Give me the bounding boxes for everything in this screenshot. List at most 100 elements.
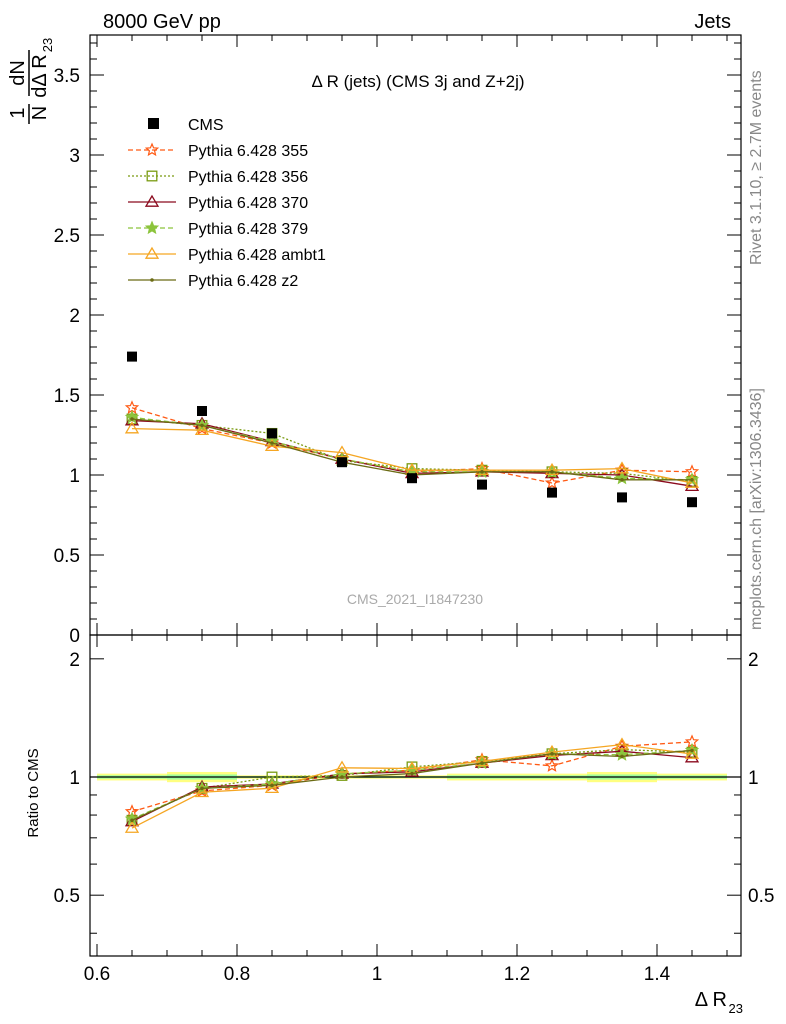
series-point-5	[550, 470, 554, 474]
ratio-line-5	[131, 749, 693, 821]
legend-label-4: Pythia 6.428 ambt1	[188, 247, 326, 264]
legend-marker-5	[150, 278, 154, 282]
series-point-4	[334, 445, 350, 458]
series-point-4	[264, 438, 280, 452]
data-point	[127, 351, 137, 362]
xlabel-sub: 23	[729, 1001, 743, 1016]
ylabel-dN: dN	[7, 60, 29, 86]
x-tick-label: 1.4	[644, 964, 671, 985]
series-point-5	[200, 423, 204, 428]
y-tick-label: 0.5	[54, 546, 80, 567]
legend-marker-4	[144, 246, 160, 259]
ratio-point-4	[684, 746, 700, 759]
ratio-y-tick-label: 0.5	[54, 886, 80, 907]
y-tick-label: 1.5	[54, 386, 80, 407]
legend-label-0: Pythia 6.428 355	[188, 143, 308, 160]
header-right: Jets	[694, 11, 731, 33]
data-point	[407, 473, 417, 484]
ratio-point-4	[544, 744, 560, 757]
data-point	[337, 457, 347, 468]
data-point	[687, 497, 697, 508]
ratio-point-4	[264, 780, 280, 794]
series-point-4	[684, 475, 700, 488]
header-left: 8000 GeV pp	[103, 11, 221, 33]
ratio-point-4	[474, 754, 490, 767]
ratio-point-5	[340, 775, 344, 779]
ratio-line-4	[131, 743, 693, 829]
x-tick-label: 0.6	[84, 964, 110, 985]
legend-marker-2	[144, 194, 160, 207]
ratio-line-1	[131, 748, 693, 821]
ratio-series-layer	[124, 734, 700, 833]
series-line-4	[131, 427, 693, 484]
ratio-point-5	[130, 818, 134, 823]
ratio-y-tick-label-right: 2	[748, 650, 759, 671]
series-line-1	[131, 418, 693, 483]
chart-title: Δ R (jets) (CMS 3j and Z+2j)	[311, 72, 524, 91]
legend-label-1: Pythia 6.428 356	[188, 169, 308, 186]
legend-marker-1	[146, 170, 158, 182]
y-tick-label: 3	[69, 146, 80, 167]
legend-label-2: Pythia 6.428 370	[188, 195, 308, 212]
axis-ticks	[90, 35, 741, 956]
ratio-point-0	[544, 758, 560, 772]
series-point-5	[270, 441, 274, 445]
ratio-point-2	[684, 750, 700, 763]
legend-label-5: Pythia 6.428 z2	[188, 273, 298, 290]
ratio-y-tick-label: 2	[69, 650, 80, 671]
ylabel-N: N	[29, 106, 51, 120]
ratio-point-4	[124, 820, 140, 833]
ratio-point-5	[690, 748, 694, 753]
ratio-point-4	[614, 737, 630, 750]
data-point	[547, 487, 557, 498]
data-point	[477, 479, 487, 490]
ylabel-sub: 23	[40, 38, 55, 52]
ratio-point-4	[334, 760, 350, 773]
series-point-4	[474, 462, 490, 476]
legend-marker-data	[148, 118, 159, 129]
data-point	[197, 406, 207, 416]
ratio-plot-frame	[89, 634, 742, 957]
ratio-point-5	[410, 771, 414, 776]
legend-marker-0	[144, 142, 160, 157]
ylabel-one: 1	[7, 107, 29, 118]
ratio-point-5	[550, 751, 554, 756]
y-tick-label: 2.5	[54, 226, 80, 247]
ratio-point-5	[620, 754, 624, 759]
ratio-point-5	[200, 786, 204, 791]
data-point	[617, 492, 627, 503]
series-point-4	[124, 421, 140, 434]
series-line-3	[131, 416, 693, 481]
ratio-y-tick-label-right: 1	[748, 768, 759, 789]
series-point-0	[544, 475, 560, 490]
y-tick-label: 3.5	[54, 66, 80, 87]
legend: CMS Pythia 6.428 355 Pythia 6.428 356 Pythi…	[128, 117, 326, 290]
series-point-4	[194, 422, 210, 436]
ratio-point-5	[480, 761, 484, 765]
analysis-watermark: CMS_2021_I1847230	[347, 591, 483, 607]
y-tick-label: 2	[69, 306, 80, 327]
y-tick-label-zero: 0	[69, 626, 80, 647]
legend-label-data: CMS	[188, 117, 224, 134]
axis-tick-labels: 0.6 0.8 1 1.2 1.4 0.5 1 1.5 2 2.5 3 3.5 0 0.5 0.5 1 1 2 2	[54, 66, 775, 985]
y-tick-label: 1	[69, 466, 80, 487]
ylabel-dDeltaR: dΔ R	[29, 54, 51, 97]
main-series-layer	[124, 351, 700, 508]
ratio-y-axis-label: Ratio to CMS	[25, 748, 42, 837]
data-point	[267, 428, 277, 439]
xlabel-main: Δ R	[695, 989, 727, 1011]
series-point-4	[614, 461, 630, 474]
series-point-5	[130, 417, 134, 421]
series-point-5	[620, 478, 624, 482]
legend-marker-3	[144, 220, 160, 235]
x-axis-label: Δ R 23	[695, 989, 743, 1016]
mcplots-label: mcplots.cern.ch [arXiv:1306.3436]	[748, 388, 765, 630]
ratio-point-4	[194, 785, 210, 798]
series-point-5	[690, 478, 694, 482]
series-point-4	[544, 462, 560, 476]
ratio-line-3	[131, 749, 693, 820]
ratio-y-tick-label: 1	[69, 768, 80, 789]
series-point-2	[684, 478, 700, 492]
x-tick-label: 1	[372, 964, 383, 985]
